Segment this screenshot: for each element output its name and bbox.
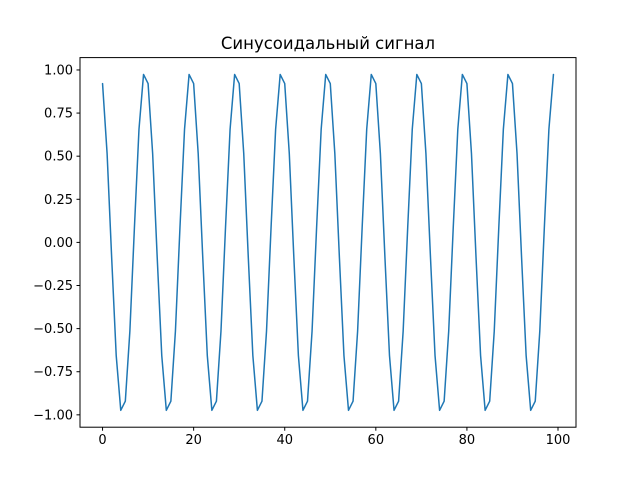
x-tick-label: 0 [98, 433, 106, 448]
x-tick-label: 80 [459, 433, 476, 448]
y-tick-label: 0.00 [44, 236, 73, 251]
x-tick-label: 60 [368, 433, 385, 448]
x-tick-label: 40 [276, 433, 293, 448]
y-tick-label: −0.50 [33, 322, 73, 337]
y-tick-label: 1.00 [44, 63, 73, 78]
y-tick-label: 0.50 [44, 150, 73, 165]
y-tick-label: 0.75 [44, 107, 73, 122]
plot-border [79, 57, 577, 428]
chart-title: Синусоидальный сигнал [220, 34, 436, 53]
y-tick-label: −0.75 [33, 365, 73, 380]
y-tick-label: 0.25 [44, 193, 73, 208]
y-tick-label: −1.00 [33, 408, 73, 423]
sine-line [101, 73, 555, 412]
x-tick-label: 20 [185, 433, 202, 448]
x-tick-label: 100 [546, 433, 571, 448]
y-tick-label: −0.25 [33, 279, 73, 294]
